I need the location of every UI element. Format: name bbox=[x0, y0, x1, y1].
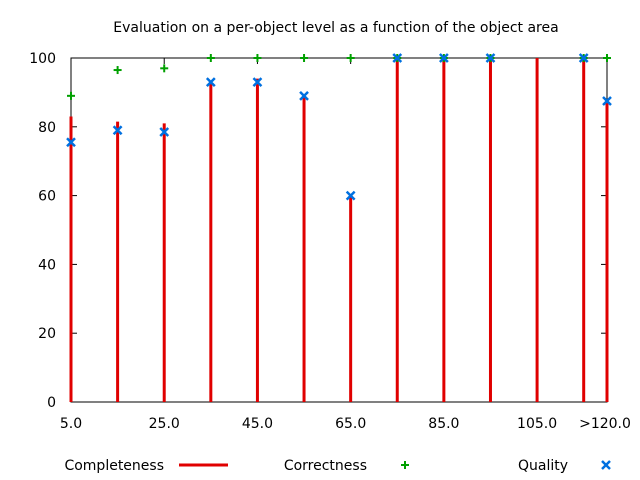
data-marks bbox=[66, 53, 612, 402]
correctness-point bbox=[603, 54, 611, 62]
y-tick-label: 80 bbox=[38, 120, 56, 136]
quality-point bbox=[112, 125, 123, 136]
correctness-point bbox=[300, 54, 309, 62]
correctness-point bbox=[67, 91, 75, 100]
x-tick-label: 85.0 bbox=[428, 416, 459, 432]
legend-label: Quality bbox=[518, 458, 568, 474]
correctness-point bbox=[346, 54, 355, 62]
legend-label: Correctness bbox=[284, 458, 367, 474]
plot-frame bbox=[70, 57, 608, 403]
correctness-point bbox=[160, 64, 169, 73]
correctness-point bbox=[206, 54, 215, 62]
quality-point bbox=[299, 90, 309, 101]
quality-point bbox=[345, 190, 356, 201]
y-tick-label: 40 bbox=[38, 257, 56, 273]
x-tick-label: 45.0 bbox=[242, 416, 273, 432]
quality-point bbox=[578, 53, 589, 63]
legend-swatch-plus bbox=[401, 461, 409, 469]
y-tick-label: 20 bbox=[38, 326, 56, 342]
axes: 0 20 40 60 80 100 5.0 25.0 45.0 65.0 85.0 105.0 >120… bbox=[29, 51, 631, 432]
y-tick-label: 60 bbox=[38, 189, 56, 205]
legend-swatch-cross bbox=[601, 460, 611, 470]
quality-point bbox=[252, 77, 263, 87]
y-tick-label: 0 bbox=[47, 395, 56, 411]
quality-point bbox=[438, 53, 449, 63]
quality-point bbox=[392, 53, 403, 63]
legend-label: Completeness bbox=[64, 458, 164, 474]
x-tick-label: >120.0 bbox=[579, 416, 631, 432]
correctness-point bbox=[253, 54, 262, 62]
y-tick-label: 100 bbox=[29, 51, 56, 67]
x-tick-label: 25.0 bbox=[149, 416, 180, 432]
quality-point bbox=[159, 127, 170, 137]
quality-point bbox=[602, 96, 612, 106]
x-tick-label: 105.0 bbox=[517, 416, 557, 432]
correctness-point bbox=[113, 66, 122, 75]
quality-point bbox=[66, 137, 76, 148]
quality-point bbox=[485, 53, 496, 63]
x-tick-label: 5.0 bbox=[60, 416, 82, 432]
quality-point bbox=[205, 77, 216, 87]
legend: Completeness Correctness Quality bbox=[64, 458, 611, 474]
x-tick-label: 65.0 bbox=[335, 416, 366, 432]
chart-title: Evaluation on a per-object level as a fu… bbox=[113, 20, 558, 36]
